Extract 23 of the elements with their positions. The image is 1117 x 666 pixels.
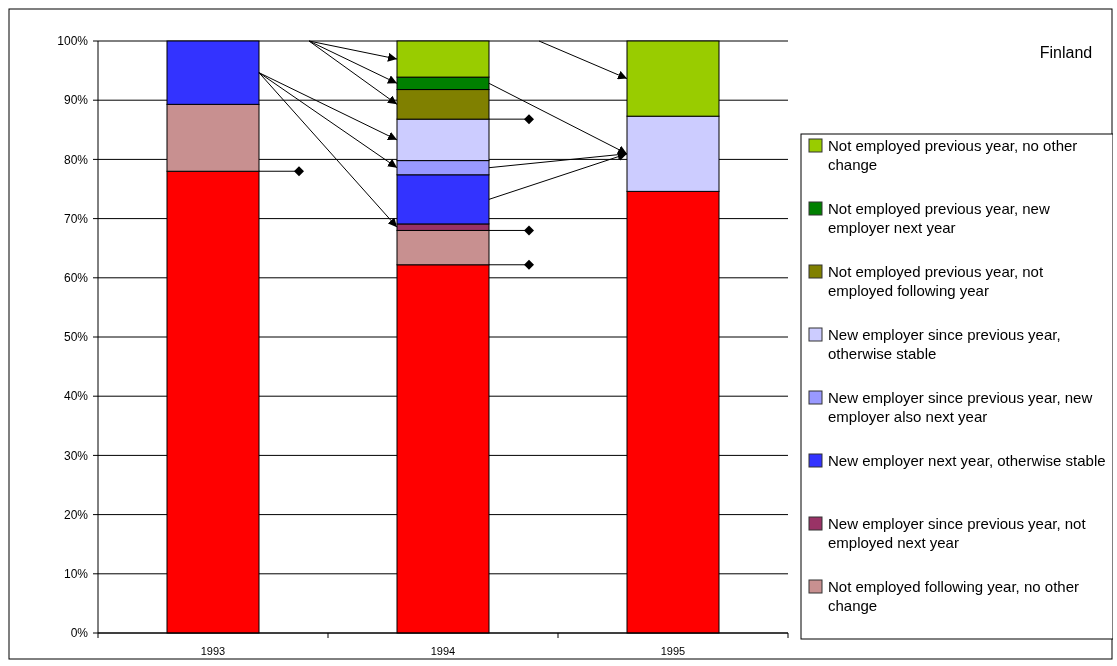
- text: Finland: [1039, 44, 1093, 61]
- legend-label: Not employed previous year, not employed following year: [828, 263, 1044, 299]
- y-tick-label: 60%: [63, 271, 89, 285]
- y-tick-label: 30%: [63, 448, 89, 463]
- y-tick-label: 40%: [63, 389, 89, 404]
- y-tick-label: 70%: [63, 211, 89, 226]
- y-tick-label: 100%: [57, 34, 89, 49]
- legend-label: New employer since previous year, otherwise stable: [828, 326, 1061, 362]
- x-tick-label: 1994: [430, 645, 456, 657]
- y-tick-label: 90%: [63, 93, 89, 108]
- legend-label: Not employed following year, no other change: [828, 578, 1079, 614]
- legend-label: Not employed previous year, no other change: [828, 137, 1078, 173]
- y-tick-label: 50%: [63, 330, 89, 345]
- y-tick-label: 0%: [70, 626, 89, 641]
- legend-label: New employer since previous year, not employed next year: [828, 515, 1087, 551]
- x-tick-label: 1995: [660, 645, 686, 657]
- y-tick-label: 10%: [63, 567, 89, 581]
- legend-label: New employer next year, otherwise stable: [828, 452, 1106, 469]
- y-tick-label: 20%: [63, 507, 89, 522]
- y-tick-label: 80%: [63, 152, 89, 167]
- legend-label: Not employed previous year, new employer next year: [828, 200, 1050, 236]
- x-tick-label: 1993: [200, 645, 226, 657]
- legend-label: New employer since previous year, new employer also next year: [828, 389, 1093, 425]
